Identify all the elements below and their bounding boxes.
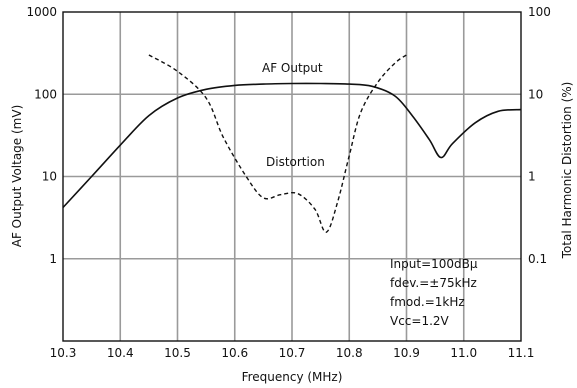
x-tick-label: 10.7	[279, 346, 306, 360]
y-tick-label-left: 1	[49, 252, 57, 266]
conditions-note: Input=100dBμ fdev.=±75kHz fmod.=1kHz Vcc…	[390, 257, 478, 328]
series-label-af-output: AF Output	[262, 61, 323, 75]
grid-layer	[63, 12, 521, 341]
y-tick-label-right: 100	[528, 5, 551, 19]
x-tick-label: 10.6	[221, 346, 248, 360]
distortion-line	[148, 54, 407, 233]
note-vcc: Vcc=1.2V	[390, 314, 450, 328]
y-axis-label-left: AF Output Voltage (mV)	[10, 105, 24, 248]
x-axis-label: Frequency (MHz)	[242, 370, 343, 384]
x-tick-label: 10.9	[393, 346, 420, 360]
note-fmod: fmod.=1kHz	[390, 295, 465, 309]
note-fdev: fdev.=±75kHz	[390, 276, 477, 290]
x-tick-label: 10.5	[164, 346, 191, 360]
y-tick-label-right: 1	[528, 170, 536, 184]
x-tick-label: 11.0	[450, 346, 477, 360]
series-label-distortion: Distortion	[266, 155, 325, 169]
y-axis-label-right: Total Harmonic Distortion (%)	[560, 82, 574, 260]
af-output-line	[62, 82, 522, 209]
y-tick-label-left: 1000	[26, 5, 57, 19]
y-tick-label-right: 10	[528, 87, 543, 101]
y-tick-label-right: 0.1	[528, 252, 547, 266]
x-tick-label: 10.8	[336, 346, 363, 360]
x-tick-label: 10.3	[50, 346, 77, 360]
y-tick-label-left: 100	[34, 87, 57, 101]
tick-layer: 10.3 10.4 10.5 10.6 10.7 10.8 10.9 11.0 11.11000…	[26, 5, 550, 360]
y-tick-label-left: 10	[42, 170, 57, 184]
x-tick-label: 10.4	[107, 346, 134, 360]
note-input: Input=100dBμ	[390, 257, 478, 271]
series-layer	[62, 54, 522, 233]
plot-frame	[62, 11, 522, 342]
x-tick-label: 11.1	[508, 346, 535, 360]
